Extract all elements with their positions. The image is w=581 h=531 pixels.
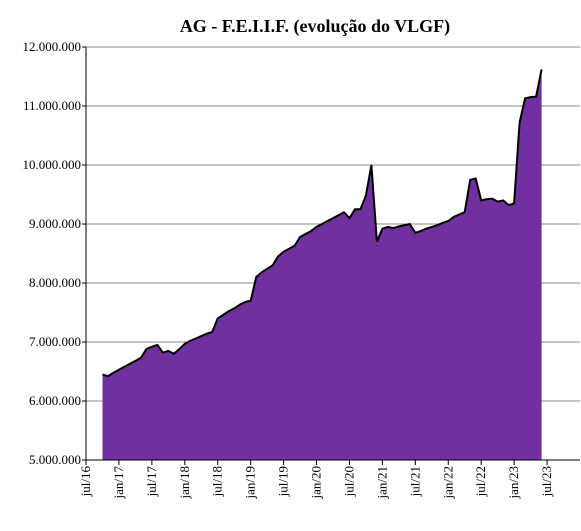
y-tick-label: 7.000.000 [29,334,81,349]
y-tick-label: 11.000.000 [23,98,81,113]
x-tick-label: jul/22 [473,466,488,497]
x-tick-label: jul/17 [144,466,159,498]
x-tick-label: jul/23 [539,466,554,497]
x-tick-label: jul/20 [341,466,356,497]
x-tick-label: jul/21 [407,466,422,497]
line [102,69,543,378]
x-tick-label: jan/19 [243,466,258,500]
x-tick-label: jan/21 [374,466,389,500]
y-tick-label: 9.000.000 [29,216,81,231]
x-tick-label: jan/18 [177,466,192,500]
x-tick-label: jan/17 [111,466,126,500]
chart-title: AG - F.E.I.I.F. (evolução do VLGF) [180,16,450,37]
x-tick-label: jul/19 [276,466,291,497]
y-tick-label: 10.000.000 [23,157,82,172]
y-tick-label: 12.000.000 [23,39,82,54]
x-tick-label: jan/20 [309,466,324,500]
y-tick-label: 6.000.000 [29,393,81,408]
y-tick-label: 8.000.000 [29,275,81,290]
x-tick-label: jan/23 [506,466,521,500]
area [102,69,542,461]
x-tick-label: jan/22 [440,466,455,500]
y-tick-label: 5.000.000 [29,452,81,467]
x-tick-label: jul/18 [210,466,225,497]
x-tick-label: jul/16 [78,466,93,498]
